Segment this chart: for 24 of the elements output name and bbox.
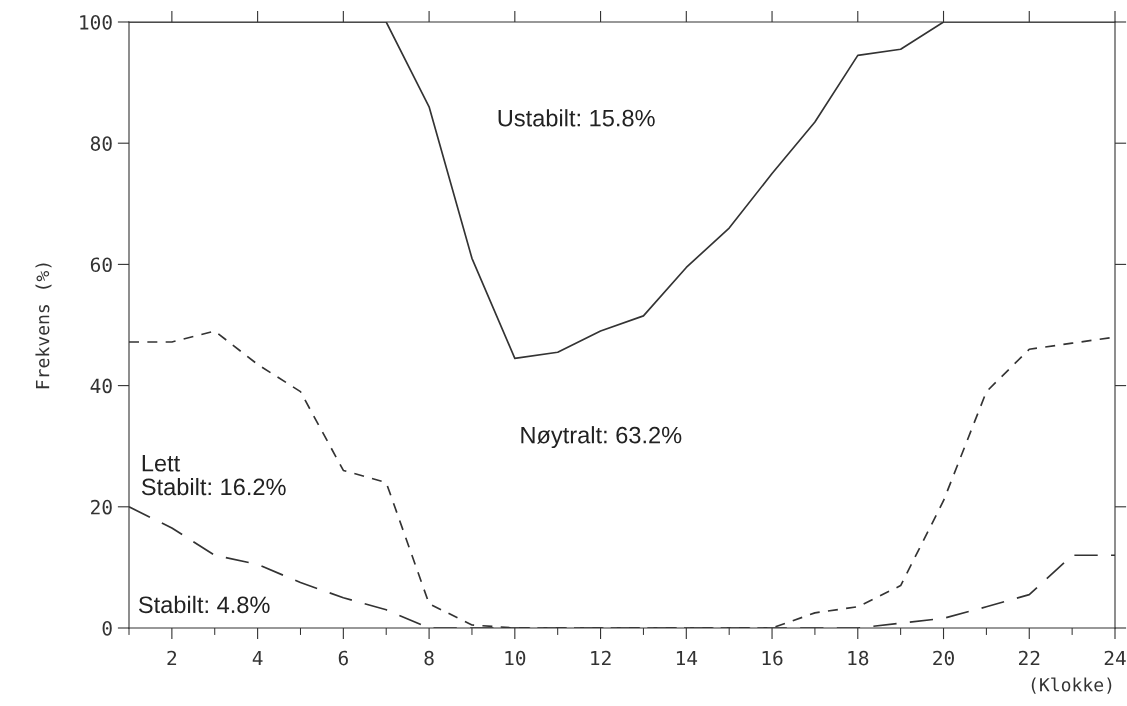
y-tick-label: 60 bbox=[90, 257, 112, 273]
y-tick-label: 0 bbox=[102, 621, 112, 636]
x-tick-label: 4 bbox=[252, 650, 263, 666]
y-axis-title: Frekvens (%) bbox=[35, 263, 52, 389]
x-tick-label: 16 bbox=[762, 650, 783, 666]
annotation: Ustabilt: 15.8% bbox=[498, 109, 655, 127]
x-tick-label: 10 bbox=[505, 650, 526, 666]
annotation: Stabilt: 4.8% bbox=[138, 595, 270, 614]
x-tick-label: 6 bbox=[338, 650, 348, 666]
x-tick-label: 24 bbox=[1104, 650, 1126, 666]
x-tick-label: 18 bbox=[848, 650, 869, 666]
x-tick-label: 14 bbox=[676, 650, 698, 666]
y-tick-label: 20 bbox=[91, 499, 112, 515]
x-tick-label: 2 bbox=[167, 650, 177, 666]
x-tick-label: 22 bbox=[1019, 650, 1040, 666]
annotation: Lett Stabilt: 16.2% bbox=[141, 455, 286, 496]
x-tick-label: 20 bbox=[933, 650, 954, 666]
x-tick-label: 8 bbox=[424, 650, 434, 666]
x-axis-title: (Klokke) bbox=[1031, 677, 1112, 694]
y-tick-label: 80 bbox=[90, 136, 112, 151]
annotation: Nøytralt: 63.2% bbox=[521, 426, 682, 449]
y-tick-label: 40 bbox=[90, 378, 112, 394]
y-tick-label: 100 bbox=[80, 15, 112, 30]
x-tick-label: 12 bbox=[591, 650, 611, 666]
